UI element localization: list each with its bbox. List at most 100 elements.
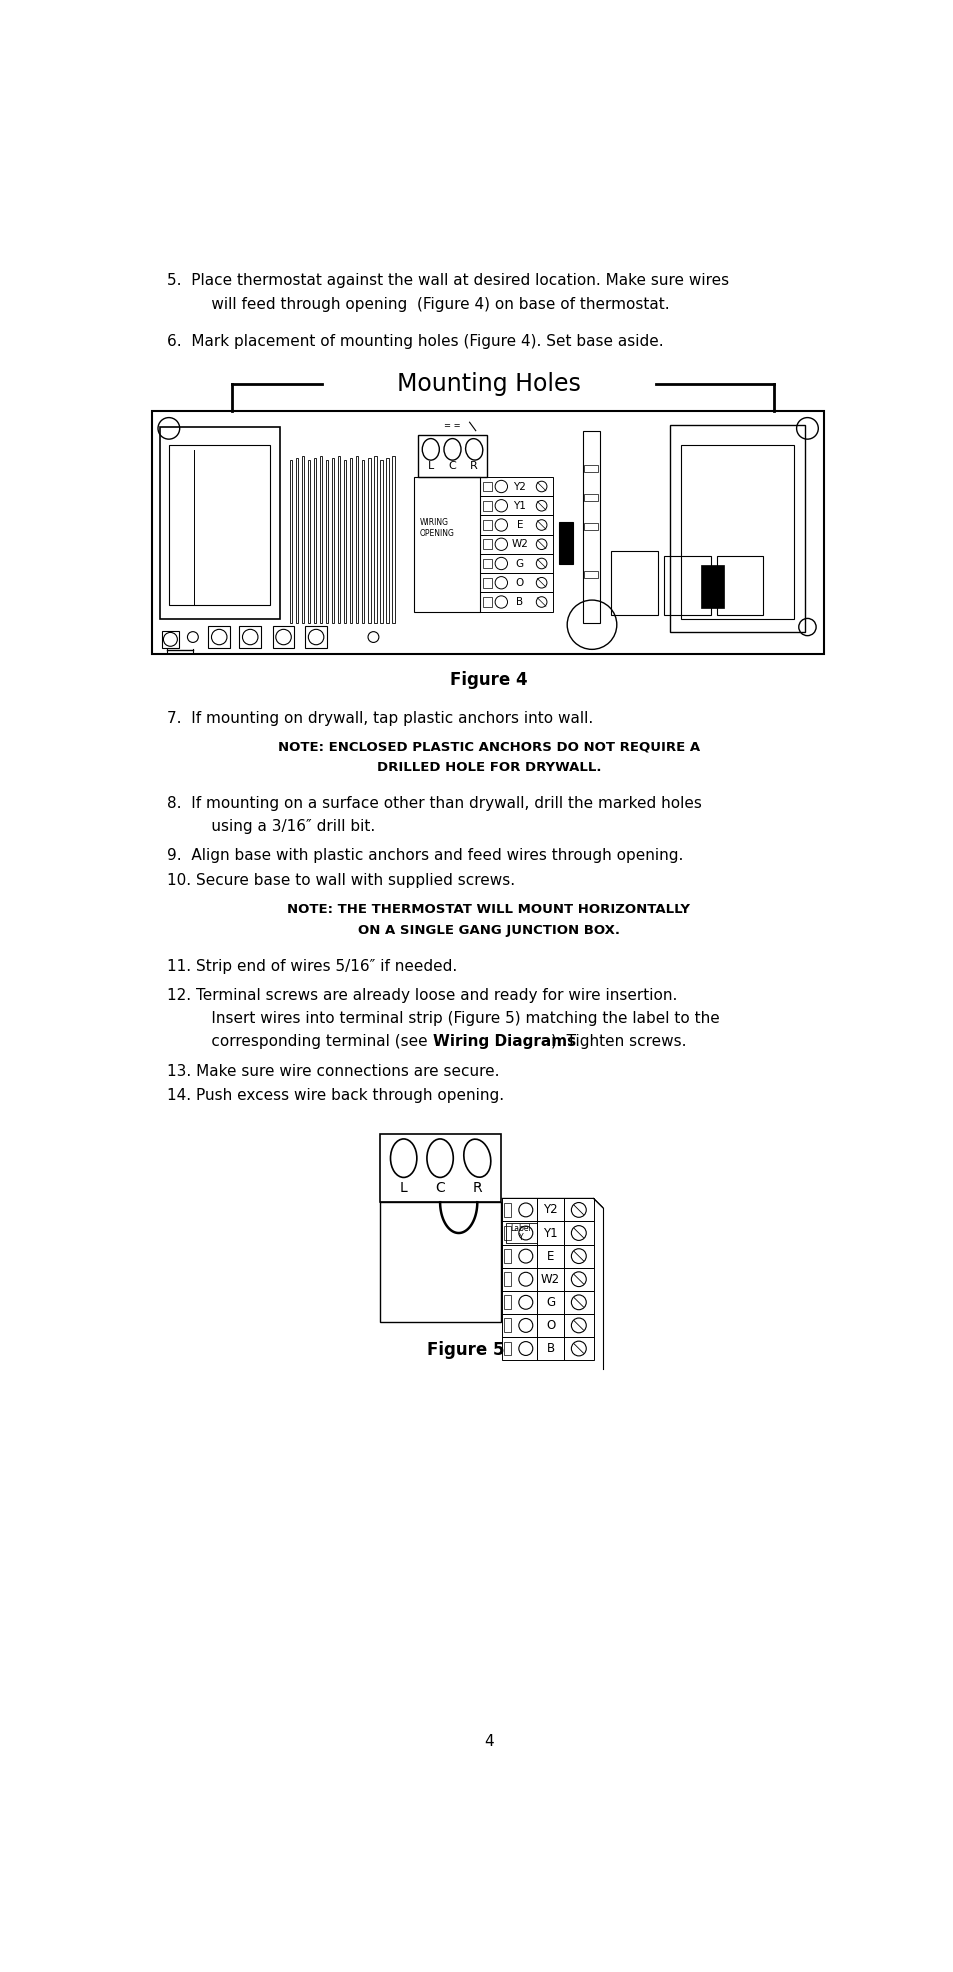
Text: 11. Strip end of wires 5/16″ if needed.: 11. Strip end of wires 5/16″ if needed. [167,958,457,974]
Bar [563,1221,593,1244]
Text: NOTE: THE THERMOSTAT WILL MOUNT HORIZONTALLY: NOTE: THE THERMOSTAT WILL MOUNT HORIZONT… [287,903,690,917]
Bar [392,456,395,623]
Text: L: L [399,1181,407,1195]
Bar [482,540,492,548]
Text: O: O [545,1319,555,1331]
Bar [479,477,553,497]
Text: Y2: Y2 [513,481,526,491]
Text: ON A SINGLE GANG JUNCTION BOX.: ON A SINGLE GANG JUNCTION BOX. [357,925,619,937]
Bar [162,631,179,649]
Bar [332,458,334,623]
Ellipse shape [536,558,546,568]
Text: ). Tighten screws.: ). Tighten screws. [550,1035,686,1049]
Text: DRILLED HOLE FOR DRYWALL.: DRILLED HOLE FOR DRYWALL. [376,761,600,775]
Text: G: G [545,1296,555,1309]
Bar [537,1292,563,1313]
Bar [482,598,492,607]
Bar [479,574,553,592]
Bar [504,1319,511,1333]
Text: WIRING
OPENING: WIRING OPENING [419,519,455,538]
Text: O: O [516,578,523,588]
Bar [563,1337,593,1361]
Text: R: R [470,461,477,471]
Bar [669,424,804,633]
Text: E: E [546,1250,554,1262]
Bar [290,459,292,623]
Bar [362,459,364,623]
Text: = =: = = [444,420,460,430]
Text: B: B [516,598,523,607]
Ellipse shape [536,538,546,550]
Text: Mounting Holes: Mounting Holes [396,373,580,396]
Text: W2: W2 [540,1272,559,1286]
Ellipse shape [536,598,546,607]
Bar [504,1203,511,1217]
Bar [301,456,304,623]
Bar [319,456,322,623]
Text: using a 3/16″ drill bit.: using a 3/16″ drill bit. [187,818,375,834]
Text: 9.  Align base with plastic anchors and feed wires through opening.: 9. Align base with plastic anchors and f… [167,848,683,864]
Ellipse shape [422,438,439,459]
Bar [501,1268,537,1292]
Bar [537,1337,563,1361]
Text: Label
Y: Label Y [510,1225,531,1242]
Bar [273,627,294,649]
Text: 7.  If mounting on drywall, tap plastic anchors into wall.: 7. If mounting on drywall, tap plastic a… [167,712,593,726]
Bar [501,1199,537,1221]
Bar [563,1268,593,1292]
Ellipse shape [536,521,546,530]
Bar [501,1244,537,1268]
Bar [501,1337,537,1361]
Bar [563,1244,593,1268]
Text: 14. Push excess wire back through opening.: 14. Push excess wire back through openin… [167,1089,504,1102]
Bar [504,1248,511,1262]
Bar [295,458,298,623]
Text: Insert wires into terminal strip (Figure 5) matching the label to the: Insert wires into terminal strip (Figure… [187,1012,719,1025]
Bar [208,627,230,649]
Bar [537,1268,563,1292]
Bar [558,523,573,564]
Bar [368,458,370,623]
Ellipse shape [536,578,546,588]
Bar [582,430,599,623]
Bar [505,1223,536,1242]
Bar [305,627,327,649]
Bar [501,1313,537,1337]
Bar [537,1244,563,1268]
Bar [563,1199,593,1221]
Text: Wiring Diagrams: Wiring Diagrams [433,1035,576,1049]
Bar [563,1292,593,1313]
Bar [479,515,553,534]
Bar [344,459,346,623]
Bar [380,1203,500,1321]
Bar [152,412,823,655]
Bar [537,1199,563,1221]
Text: E: E [517,521,522,530]
Bar [337,456,340,623]
Bar [159,426,279,619]
Text: W2: W2 [511,538,528,550]
Bar [663,556,710,615]
Text: Figure 5: Figure 5 [427,1341,504,1359]
Bar [700,566,723,607]
Bar [716,556,762,615]
Text: 4: 4 [483,1733,494,1749]
Bar [326,459,328,623]
Bar [504,1227,511,1240]
Text: L: L [427,461,434,471]
Bar [537,1221,563,1244]
Bar [380,1134,500,1203]
Ellipse shape [536,501,546,511]
Bar [479,497,553,515]
Text: NOTE: ENCLOSED PLASTIC ANCHORS DO NOT REQUIRE A: NOTE: ENCLOSED PLASTIC ANCHORS DO NOT RE… [277,740,700,753]
Ellipse shape [536,481,546,491]
Bar [537,1313,563,1337]
Bar [479,592,553,611]
Bar [504,1296,511,1309]
Bar [583,572,598,578]
Bar [414,477,479,611]
Bar [583,465,598,471]
Bar [482,521,492,530]
Text: C: C [448,461,456,471]
Bar [479,534,553,554]
